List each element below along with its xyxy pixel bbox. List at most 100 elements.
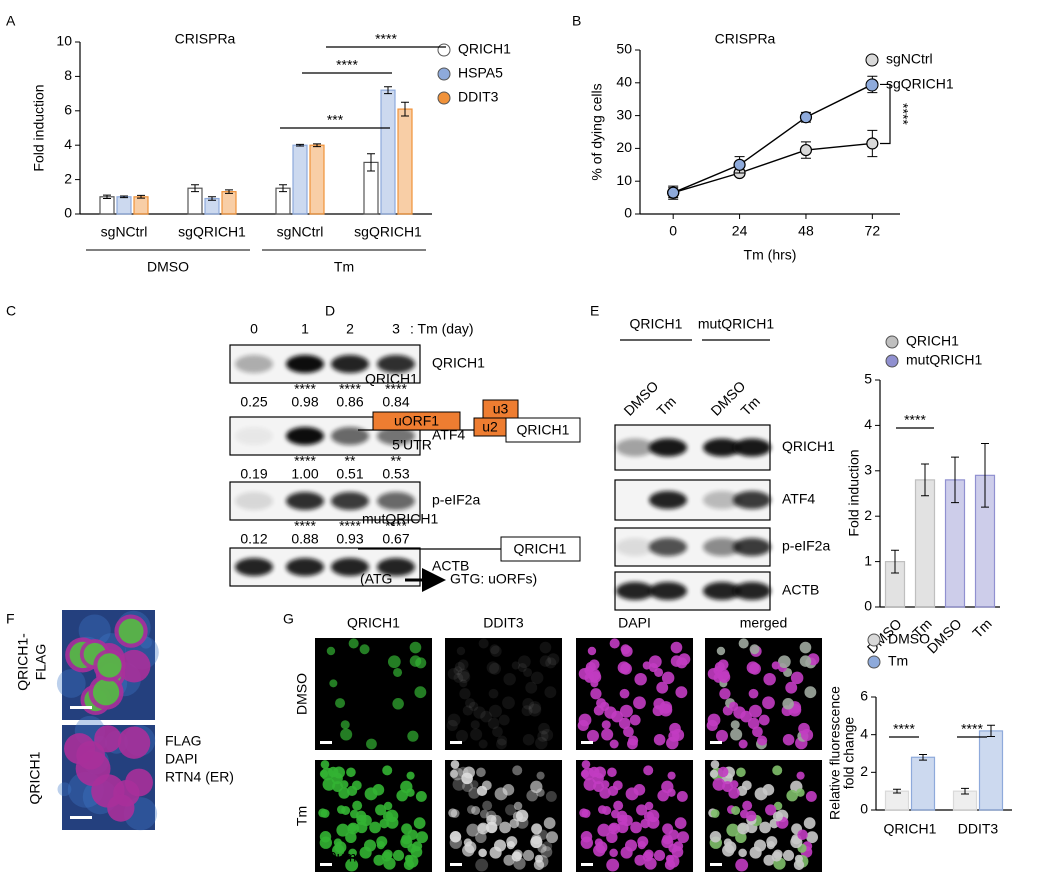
blot-band [733,438,771,457]
y-tick-label: 10 [56,33,72,49]
error-bar [981,443,989,508]
cell [406,788,415,797]
cell [464,841,477,854]
y-axis-label: Fold induction [846,449,862,536]
blot-band [733,491,771,509]
row-label: QRICH1- [15,633,31,691]
bar [397,108,413,215]
blot-band [331,355,369,373]
er-signal [56,669,86,698]
x-tick-label: sgNCtrl [277,224,324,240]
flag-signal [92,679,120,706]
error-bar [891,549,899,574]
channel-label: RTN4 (ER) [165,769,234,785]
row-label: ATF4 [432,427,465,443]
cell [340,728,353,741]
cell [785,681,798,694]
cell [653,849,666,862]
bar [221,191,237,215]
panel-label: B [572,13,581,29]
cell [745,810,757,822]
significance: ** [345,453,356,469]
quantification: 0.25 [240,394,267,410]
group-label: Tm [334,259,354,275]
legend-marker [437,43,451,57]
cell [759,821,771,834]
cell [653,733,666,746]
cell [736,767,746,778]
box-label: QRICH1 [517,422,570,438]
cell [517,663,527,673]
cell [606,831,618,844]
cell [319,769,329,778]
legend-marker [865,78,879,92]
blot-band [649,582,687,600]
diagram-title: mutQRICH1 [362,511,438,527]
row-label: QRICH1 [432,355,485,371]
significance: **** [294,518,316,534]
scale-bar [320,741,332,744]
legend-marker [437,91,451,105]
cell [706,719,718,732]
cell [470,720,480,730]
flag-signal [118,618,144,644]
cell [624,839,638,852]
error-bar [296,143,304,147]
cell [345,831,357,844]
cell [513,801,523,811]
cell [319,831,332,843]
error-bar [921,463,929,497]
cell [476,785,488,797]
cell [538,722,550,735]
cell [533,859,545,871]
cell [625,787,639,801]
cell [352,800,363,811]
cell [528,701,542,714]
panel-label: F [6,611,15,627]
cell [485,810,497,822]
cell [796,771,805,780]
cell [498,714,510,726]
cell [749,644,760,655]
cell [796,788,805,797]
blot-band [331,492,369,510]
cell [630,821,642,834]
y-tick-label: 4 [860,725,868,741]
cell [577,719,589,732]
cell [747,717,760,730]
cell [600,701,610,711]
cell [458,659,469,670]
bar [309,144,325,215]
cell [667,788,676,797]
scale-bar [450,863,462,866]
x-tick-label: 48 [798,223,814,239]
box-label: u2 [482,419,498,435]
cell [793,859,805,871]
cell [480,710,492,723]
cell [661,671,675,685]
cell [545,657,557,669]
cell [628,735,639,746]
cell [413,817,426,829]
cell [348,848,357,858]
cell [466,823,480,837]
cell [530,835,543,849]
cell [656,681,669,694]
panel-label: G [283,611,294,627]
cell [517,655,531,669]
legend-label: sgQRICH1 [886,76,954,92]
cell [455,729,469,742]
cell [511,851,522,862]
cell [546,831,559,844]
significance-bracket [880,83,891,145]
lane-note: : Tm (day) [410,321,474,337]
cell [616,810,628,822]
quantification: 0.51 [336,466,363,482]
cell [607,767,617,778]
cell [757,735,768,746]
error-bar [401,101,409,117]
cell [457,668,470,682]
error-bar [208,196,216,201]
cell [541,728,554,742]
